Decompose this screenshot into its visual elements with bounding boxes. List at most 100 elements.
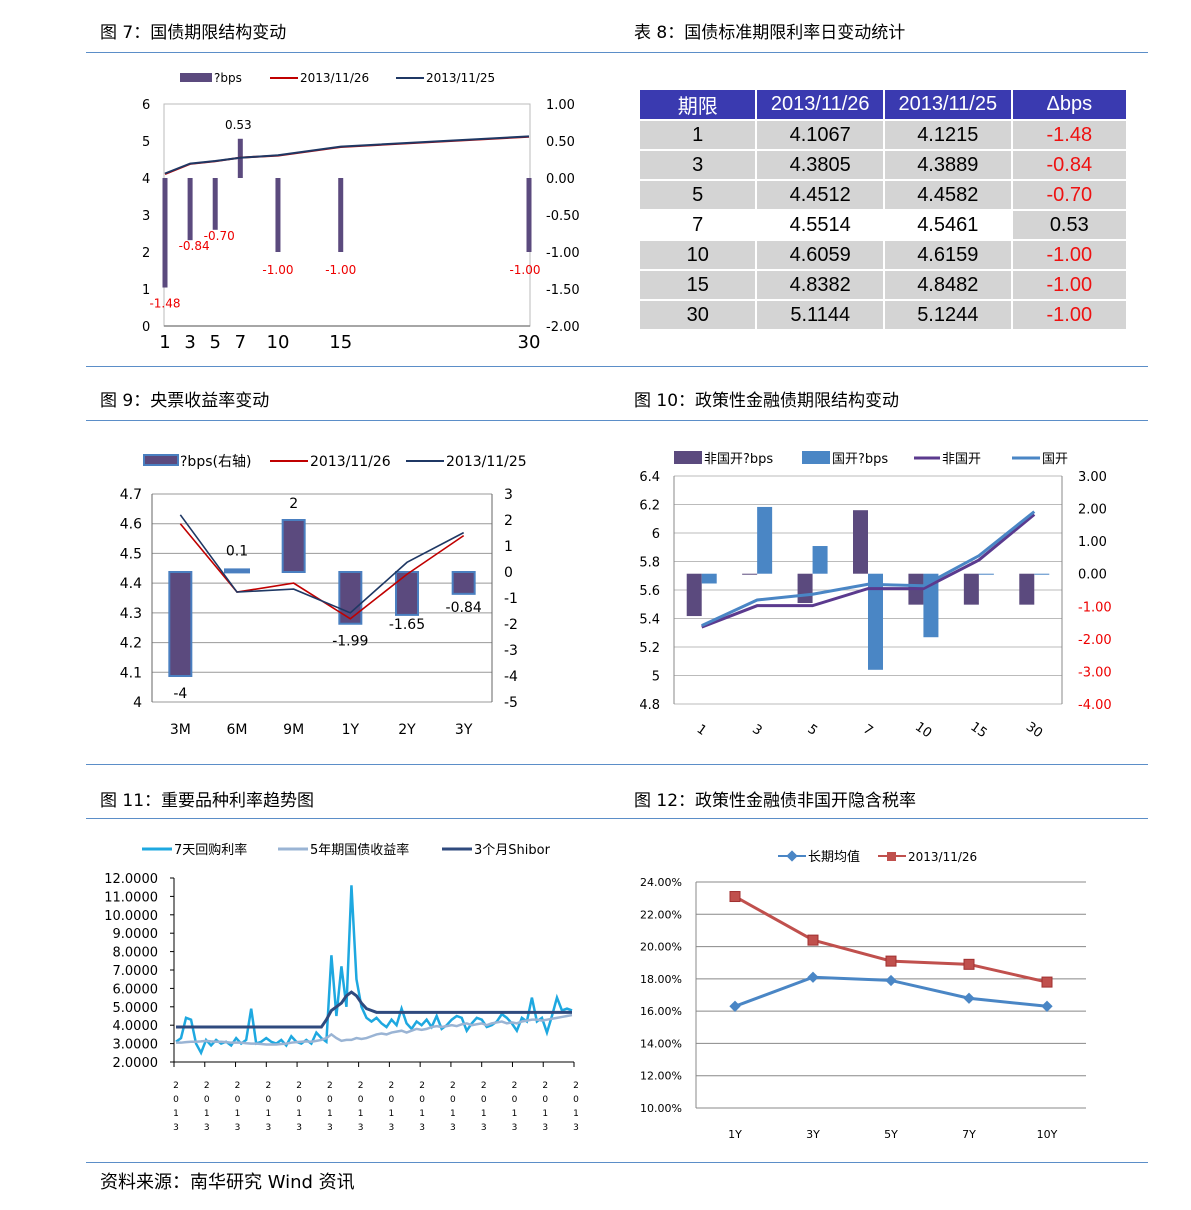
legend-swatch: [674, 451, 702, 464]
bar: [395, 571, 419, 616]
y-tick: 14.00%: [640, 1037, 682, 1050]
x-tick: 6M: [227, 722, 248, 738]
x-tick-glyph: 0: [512, 1095, 518, 1105]
x-tick-glyph: 1: [173, 1109, 179, 1119]
table-cell: 5.1244: [885, 301, 1011, 329]
y-right-tick: 0.00: [1078, 568, 1107, 583]
x-tick: 10Y: [1037, 1128, 1058, 1141]
y-right-tick: -5: [504, 695, 518, 711]
y-right-tick: 3: [504, 487, 513, 503]
bar-label: -4: [173, 686, 187, 702]
x-tick-glyph: 2: [542, 1081, 548, 1091]
x-tick-glyph: 2: [512, 1081, 518, 1091]
table-row: 7 4.5514 4.5461 0.53: [640, 211, 1126, 239]
table8: 期限 2013/11/26 2013/11/25 Δbps 1 4.1067 4.1…: [638, 88, 1128, 331]
y-tick: 12.00%: [640, 1070, 682, 1083]
bar: [757, 506, 773, 574]
divider: [86, 366, 1148, 367]
y-left-tick: 4.1: [120, 665, 142, 681]
x-tick-glyph: 1: [265, 1109, 271, 1119]
fig10-title: 图 10：政策性金融债期限结构变动: [634, 391, 900, 411]
y-right-tick: 1.00: [1078, 535, 1107, 550]
y-tick: 8.0000: [113, 946, 159, 961]
table-cell: -0.84: [1012, 151, 1126, 179]
bar: [451, 571, 476, 595]
y-right-tick: -3.00: [1078, 665, 1112, 680]
y-left-tick: 4.4: [120, 576, 142, 592]
table-cell: 3: [640, 151, 756, 179]
x-tick: 2Y: [398, 722, 416, 738]
fig9-title: 图 9：央票收益率变动: [100, 391, 270, 411]
bar: [338, 178, 344, 252]
x-tick-glyph: 3: [327, 1123, 333, 1133]
x-tick-glyph: 1: [573, 1109, 579, 1119]
series-line: [701, 510, 1036, 627]
legend-label: 5年期国债收益率: [310, 842, 409, 858]
series-line: [176, 1013, 573, 1046]
x-tick: 7Y: [962, 1128, 976, 1141]
legend-label: 非国开?bps: [704, 452, 773, 467]
divider: [86, 52, 1148, 53]
y-left-tick: 4.7: [120, 487, 142, 503]
x-tick-glyph: 0: [389, 1095, 395, 1105]
bar: [923, 573, 939, 638]
legend-label: 2013/11/26: [310, 454, 391, 470]
x-tick: 1: [159, 332, 170, 353]
table-row: 15 4.8382 4.8482 -1.00: [640, 271, 1126, 299]
table-cell: -1.00: [1012, 241, 1126, 269]
y-left-tick: 4.2: [120, 636, 142, 652]
x-tick: 1Y: [342, 722, 360, 738]
y-left-tick: 5.4: [639, 613, 660, 628]
bar-label: 0.53: [225, 118, 252, 132]
y-tick: 3.0000: [113, 1038, 159, 1053]
table-cell: 4.6159: [885, 241, 1011, 269]
x-tick-glyph: 2: [389, 1081, 395, 1091]
x-tick: 3: [749, 722, 764, 739]
x-tick-glyph: 0: [296, 1095, 302, 1105]
y-right-tick: 2: [504, 513, 513, 529]
x-tick-glyph: 2: [358, 1081, 364, 1091]
table-cell: 30: [640, 301, 756, 329]
series-marker: [729, 1000, 741, 1012]
fig10-chart: 非国开?bps 国开?bps 非国开 国开 4.8 5 5.2 5.4 5.6 5.8 6 6.2 6.…: [639, 451, 1112, 741]
legend-label: 2013/11/26: [908, 850, 977, 864]
legend-label: 国开: [1042, 452, 1068, 467]
table-cell: 4.5514: [757, 211, 883, 239]
bar-label: -1.99: [332, 634, 368, 650]
bar-label: -1.65: [389, 617, 425, 633]
bar-label: -1.48: [149, 297, 180, 311]
x-tick-glyph: 3: [265, 1123, 271, 1133]
y-left-tick: 4.5: [120, 546, 142, 562]
fig11-title: 图 11：重要品种利率趋势图: [100, 791, 315, 811]
x-tick-glyph: 2: [265, 1081, 271, 1091]
y-tick: 11.0000: [104, 890, 158, 905]
legend-marker: [887, 852, 896, 861]
series-marker: [963, 958, 975, 970]
table-cell: 1: [640, 121, 756, 149]
table-row: 30 5.1144 5.1244 -1.00: [640, 301, 1126, 329]
y-right-tick: -1: [504, 591, 518, 607]
y-left-tick: 1: [142, 283, 150, 298]
legend-label: 非国开: [942, 452, 981, 467]
bar-label: -0.84: [446, 600, 482, 616]
fig7-chart: ?bps 2013/11/26 2013/11/250123456-2.00-1.5…: [142, 71, 580, 353]
y-tick: 20.00%: [640, 941, 682, 954]
legend-label: 3个月Shibor: [474, 843, 551, 858]
x-tick-glyph: 3: [204, 1123, 210, 1133]
series-line: [164, 135, 530, 175]
x-tick-glyph: 2: [573, 1081, 579, 1091]
y-left-tick: 5: [652, 670, 660, 685]
y-tick: 2.0000: [113, 1056, 159, 1071]
x-tick-glyph: 1: [296, 1109, 302, 1119]
table-header: 2013/11/26: [757, 90, 883, 119]
x-tick-glyph: 2: [419, 1081, 425, 1091]
bar: [162, 178, 168, 288]
y-left-tick: 6: [142, 98, 150, 113]
series-marker: [807, 971, 819, 983]
table-cell: 4.3889: [885, 151, 1011, 179]
x-tick: 5: [805, 722, 820, 739]
x-tick-glyph: 1: [358, 1109, 364, 1119]
x-tick-glyph: 3: [173, 1123, 179, 1133]
series-marker: [963, 992, 975, 1004]
x-tick-glyph: 0: [358, 1095, 364, 1105]
